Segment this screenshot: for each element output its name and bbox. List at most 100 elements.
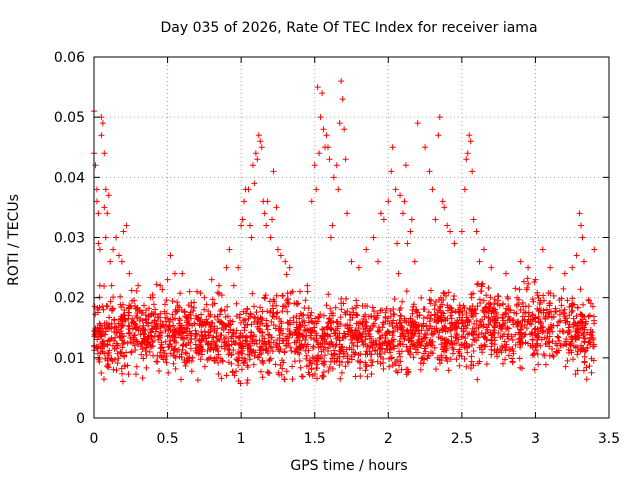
data-point [547,264,554,271]
data-point [293,313,300,320]
data-point [550,292,557,299]
data-point [569,295,576,302]
data-point [388,354,395,361]
data-point [542,316,549,322]
data-point [269,313,276,320]
data-point [116,252,123,259]
data-point [444,358,451,365]
data-point [534,351,541,358]
data-point [125,371,132,378]
data-point [350,342,357,349]
data-point [256,325,263,332]
data-point [482,330,489,337]
data-point [389,144,396,151]
data-point [194,377,201,384]
data-point [279,292,286,299]
data-point [244,322,251,328]
data-point [190,308,197,315]
data-point [118,333,125,340]
data-point [333,341,340,348]
data-point [221,307,228,314]
data-point [172,308,179,315]
data-point [420,315,427,322]
data-point [267,343,274,350]
data-point [248,346,255,353]
data-point [100,338,107,345]
data-point [432,366,439,373]
data-point [320,346,327,353]
data-point [241,359,248,366]
data-point [549,338,556,345]
data-point [308,198,315,205]
data-point [583,376,590,383]
data-point [342,333,349,340]
data-point [311,162,318,169]
data-point [231,372,238,379]
data-point [238,349,245,356]
data-point [162,338,169,345]
data-point [317,114,324,121]
data-point [540,328,547,335]
data-point [183,314,190,321]
data-point [481,343,488,350]
data-point [579,346,586,353]
data-point [225,359,232,366]
data-point [201,328,208,335]
data-point [412,327,419,334]
data-point [504,324,511,331]
data-point [532,276,539,283]
data-point [529,329,536,336]
data-point [456,302,463,309]
data-point [423,331,430,338]
data-point [573,252,580,259]
data-point [467,306,474,313]
data-point [345,359,352,366]
data-point [590,357,597,364]
data-point [509,337,516,344]
data-point [112,356,119,363]
data-point [539,329,546,336]
data-point [464,331,471,338]
data-point [359,331,366,338]
data-point [162,327,169,334]
data-point [562,363,569,370]
data-point [298,341,305,348]
data-point [284,296,291,303]
data-point [304,312,311,319]
data-point [118,321,125,328]
data-point [244,379,251,386]
data-point [209,301,216,308]
data-point [308,366,315,373]
data-point [535,294,542,301]
data-point [427,287,434,294]
data-point [591,246,598,253]
data-point [113,340,120,347]
data-point [431,325,438,332]
data-point [576,210,583,217]
data-point [411,330,418,337]
data-point [104,342,111,349]
data-point [578,311,585,318]
data-point [120,340,127,347]
data-point [543,335,550,342]
data-point [256,354,263,361]
data-point [359,319,366,326]
data-point [127,303,134,310]
data-point [466,132,473,139]
data-point [517,258,524,265]
data-point [426,168,433,175]
data-point [208,276,215,283]
data-point [280,359,287,366]
data-point [95,309,102,316]
data-point [286,264,293,271]
data-point [363,363,370,370]
data-point [150,301,157,308]
data-point [501,356,508,363]
data-point [570,315,577,322]
data-point [569,307,576,314]
data-point [289,288,296,295]
data-point [286,331,293,338]
data-points [91,78,598,387]
data-point [167,337,174,344]
data-point [591,341,598,348]
